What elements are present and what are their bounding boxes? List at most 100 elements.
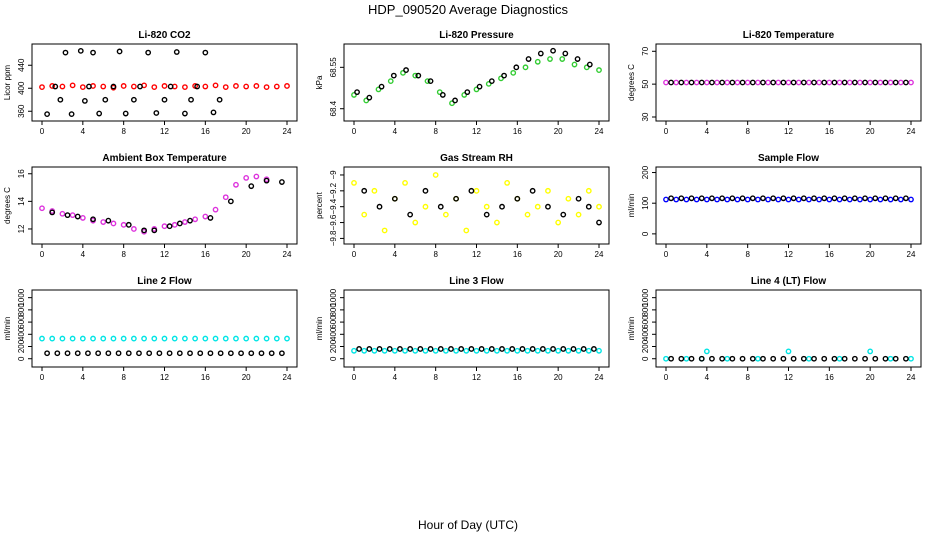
y-tick-label: 400 [641, 327, 650, 341]
data-point [754, 79, 761, 86]
data-point [800, 79, 807, 86]
series-0 [351, 172, 602, 234]
data-point [673, 79, 680, 86]
data-point [739, 79, 746, 86]
panel-title: Line 3 Flow [449, 276, 504, 287]
data-point [59, 210, 66, 217]
data-point [790, 355, 797, 362]
data-point [862, 355, 868, 362]
data-point [137, 83, 143, 90]
data-point [381, 227, 388, 234]
data-point [488, 78, 495, 85]
data-point [663, 79, 669, 86]
y-tick-label: 800 [17, 303, 26, 317]
data-point [862, 79, 868, 86]
data-point [575, 347, 582, 354]
x-tick-label: 16 [201, 127, 210, 136]
data-point [64, 212, 71, 219]
data-point [775, 79, 782, 86]
data-point [749, 79, 756, 86]
data-point [693, 79, 700, 86]
series-0 [663, 79, 914, 86]
data-point [448, 346, 454, 352]
data-point [565, 347, 572, 354]
y-axis-label: Licor ppm [3, 65, 12, 100]
data-point [79, 335, 86, 342]
data-point [427, 346, 434, 352]
data-point [754, 196, 761, 203]
x-tick-label: 12 [160, 373, 169, 382]
data-point [146, 350, 153, 357]
data-point [248, 350, 255, 357]
data-point [452, 97, 458, 104]
data-point [908, 79, 914, 86]
series-1 [361, 187, 602, 226]
panel-0: Li-820 CO2 Licor ppm 0 4 8 12 16 20 24 360 400 440 [3, 30, 298, 136]
data-point [749, 355, 756, 362]
data-point [724, 196, 731, 203]
data-point [386, 346, 393, 352]
data-point [857, 196, 863, 203]
data-point [74, 213, 81, 220]
data-point [194, 83, 201, 90]
data-point [785, 196, 792, 203]
data-point [69, 335, 76, 342]
x-tick-label: 4 [705, 373, 710, 382]
data-point [116, 48, 123, 55]
data-point [770, 355, 777, 362]
x-tick-label: 8 [121, 127, 126, 136]
data-point [545, 347, 551, 354]
data-point [366, 94, 373, 101]
data-point [663, 355, 669, 362]
data-point [668, 355, 675, 362]
data-point [559, 56, 566, 62]
data-point [529, 187, 536, 194]
data-point [765, 79, 771, 86]
x-tick-label: 20 [866, 373, 875, 382]
data-point [550, 346, 556, 352]
data-point [453, 195, 459, 202]
data-point [831, 195, 838, 202]
data-point [188, 96, 194, 103]
panel-8: Line 4 (LT) Flow ml/min 0 4 8 12 16 20 24 0 200400… [627, 276, 922, 382]
data-point [580, 346, 587, 352]
data-point [908, 196, 914, 203]
data-point [378, 83, 385, 90]
data-point [513, 64, 520, 71]
series-1 [668, 195, 909, 202]
data-point [739, 195, 746, 202]
data-point [841, 355, 848, 362]
data-point [156, 350, 163, 357]
data-point [100, 83, 107, 90]
data-point [509, 346, 516, 352]
y-tick-label: 50 [641, 79, 650, 88]
y-tick-label: 200 [17, 339, 26, 353]
data-point [391, 347, 398, 354]
data-point [719, 79, 726, 86]
data-point [187, 350, 193, 357]
data-point [826, 79, 833, 86]
data-point [222, 84, 229, 91]
x-tick-label: 24 [283, 373, 292, 382]
x-tick-label: 16 [201, 250, 210, 259]
data-point [714, 79, 720, 86]
data-point [586, 61, 593, 68]
series-1 [44, 47, 223, 118]
x-tick-label: 16 [513, 127, 522, 136]
data-point [504, 179, 511, 186]
data-point [534, 347, 541, 354]
data-point [102, 96, 109, 103]
data-point [499, 346, 505, 352]
x-tick-label: 4 [81, 127, 86, 136]
data-point [463, 347, 470, 354]
data-point [862, 195, 868, 202]
data-point [795, 79, 802, 86]
y-axis-label: ml/min [627, 194, 636, 218]
x-tick-label: 16 [513, 250, 522, 259]
data-point [263, 177, 270, 184]
data-point [841, 79, 848, 86]
data-point [488, 346, 495, 352]
data-point [422, 203, 429, 210]
data-point [897, 196, 904, 203]
data-point [439, 92, 446, 98]
